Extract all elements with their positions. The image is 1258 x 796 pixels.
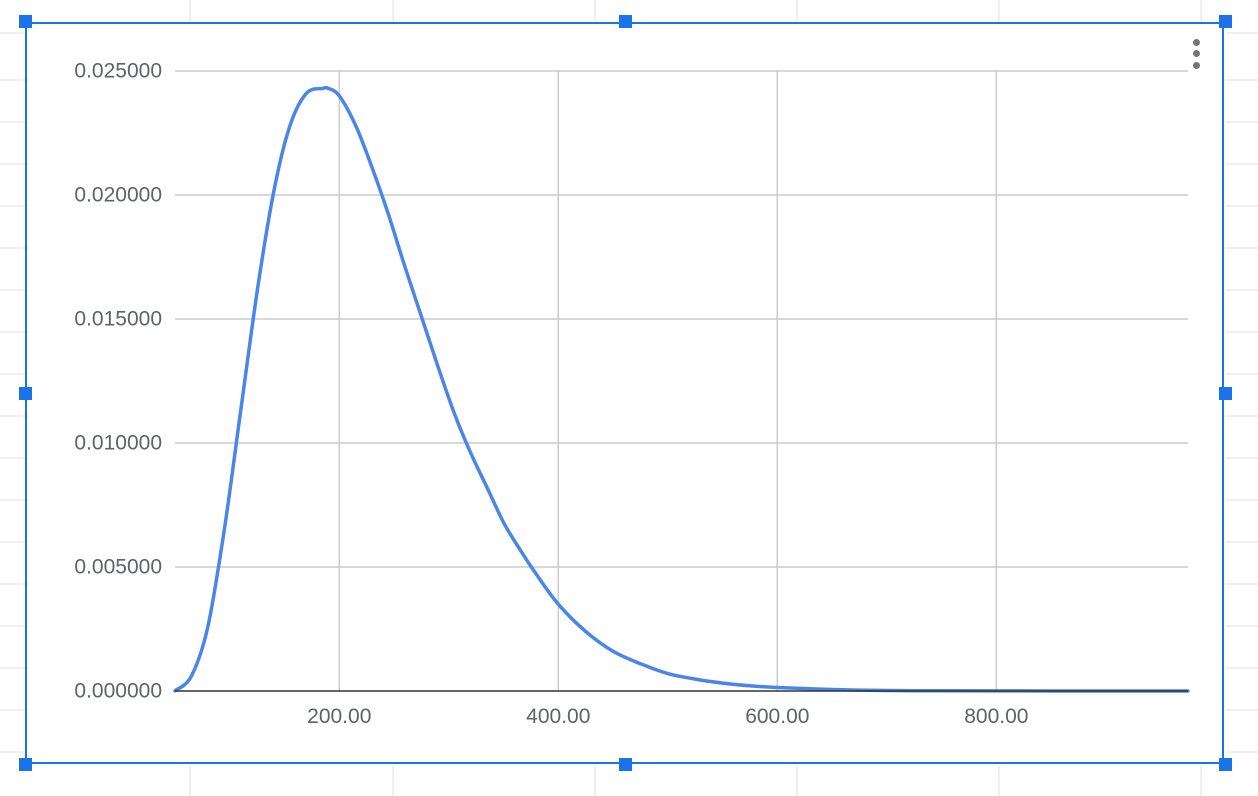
resize-handle-bottom-left[interactable] — [19, 758, 32, 771]
resize-handle-right[interactable] — [1219, 387, 1232, 400]
data-point — [337, 94, 341, 98]
data-point — [436, 364, 440, 368]
resize-handle-top-right[interactable] — [1219, 15, 1232, 28]
data-point — [288, 124, 292, 128]
resize-handle-top[interactable] — [619, 15, 632, 28]
y-tick-label: 0.005000 — [74, 556, 162, 579]
x-tick-label: 600.00 — [745, 705, 809, 728]
y-tick-label: 0.000000 — [74, 680, 162, 703]
more-vert-icon[interactable] — [1189, 37, 1205, 73]
data-point — [611, 649, 615, 653]
x-tick-label: 400.00 — [526, 705, 590, 728]
data-point — [693, 677, 697, 681]
data-point — [354, 124, 358, 128]
resize-handle-top-left[interactable] — [19, 15, 32, 28]
y-tick-label: 0.015000 — [74, 308, 162, 331]
data-point — [403, 265, 407, 269]
data-point — [485, 486, 489, 490]
line-chart: 0.000000 0.005000 0.010000 0.015000 0.020000… — [74, 60, 1190, 728]
chart-gridlines — [175, 70, 1188, 691]
data-point — [469, 451, 473, 455]
resize-handle-bottom[interactable] — [619, 758, 632, 771]
data-point — [255, 290, 259, 294]
y-tick-label: 0.010000 — [74, 432, 162, 455]
data-point — [419, 315, 423, 319]
data-point — [775, 686, 779, 690]
y-tick-label: 0.025000 — [74, 60, 162, 83]
data-point — [387, 213, 391, 217]
data-point — [326, 86, 330, 90]
data-point — [534, 572, 538, 576]
data-point — [370, 166, 374, 170]
data-point — [239, 409, 243, 413]
data-point — [321, 86, 325, 90]
chart-object[interactable]: 0.000000 0.005000 0.010000 0.015000 0.020000… — [26, 22, 1226, 766]
series-line — [173, 85, 1190, 693]
data-point — [272, 191, 276, 195]
data-point — [638, 662, 642, 666]
data-point — [206, 625, 210, 629]
resize-handle-left[interactable] — [19, 387, 32, 400]
data-point — [556, 602, 560, 606]
data-point — [748, 684, 752, 688]
data-point — [502, 520, 506, 524]
x-tick-label: 800.00 — [964, 705, 1028, 728]
data-point — [222, 528, 226, 532]
series-data-points — [173, 86, 1190, 693]
data-point — [666, 672, 670, 676]
y-axis-tick-labels: 0.000000 0.005000 0.010000 0.015000 0.020000… — [74, 60, 162, 703]
resize-handle-bottom-right[interactable] — [1219, 758, 1232, 771]
x-tick-label: 200.00 — [307, 705, 371, 728]
y-tick-label: 0.020000 — [74, 184, 162, 207]
data-point — [189, 674, 193, 678]
data-point — [452, 411, 456, 415]
x-axis-tick-labels: 200.00 400.00 600.00 800.00 — [307, 705, 1028, 728]
data-point — [518, 548, 522, 552]
data-point — [721, 681, 725, 685]
data-point — [584, 630, 588, 634]
data-point — [304, 91, 308, 95]
